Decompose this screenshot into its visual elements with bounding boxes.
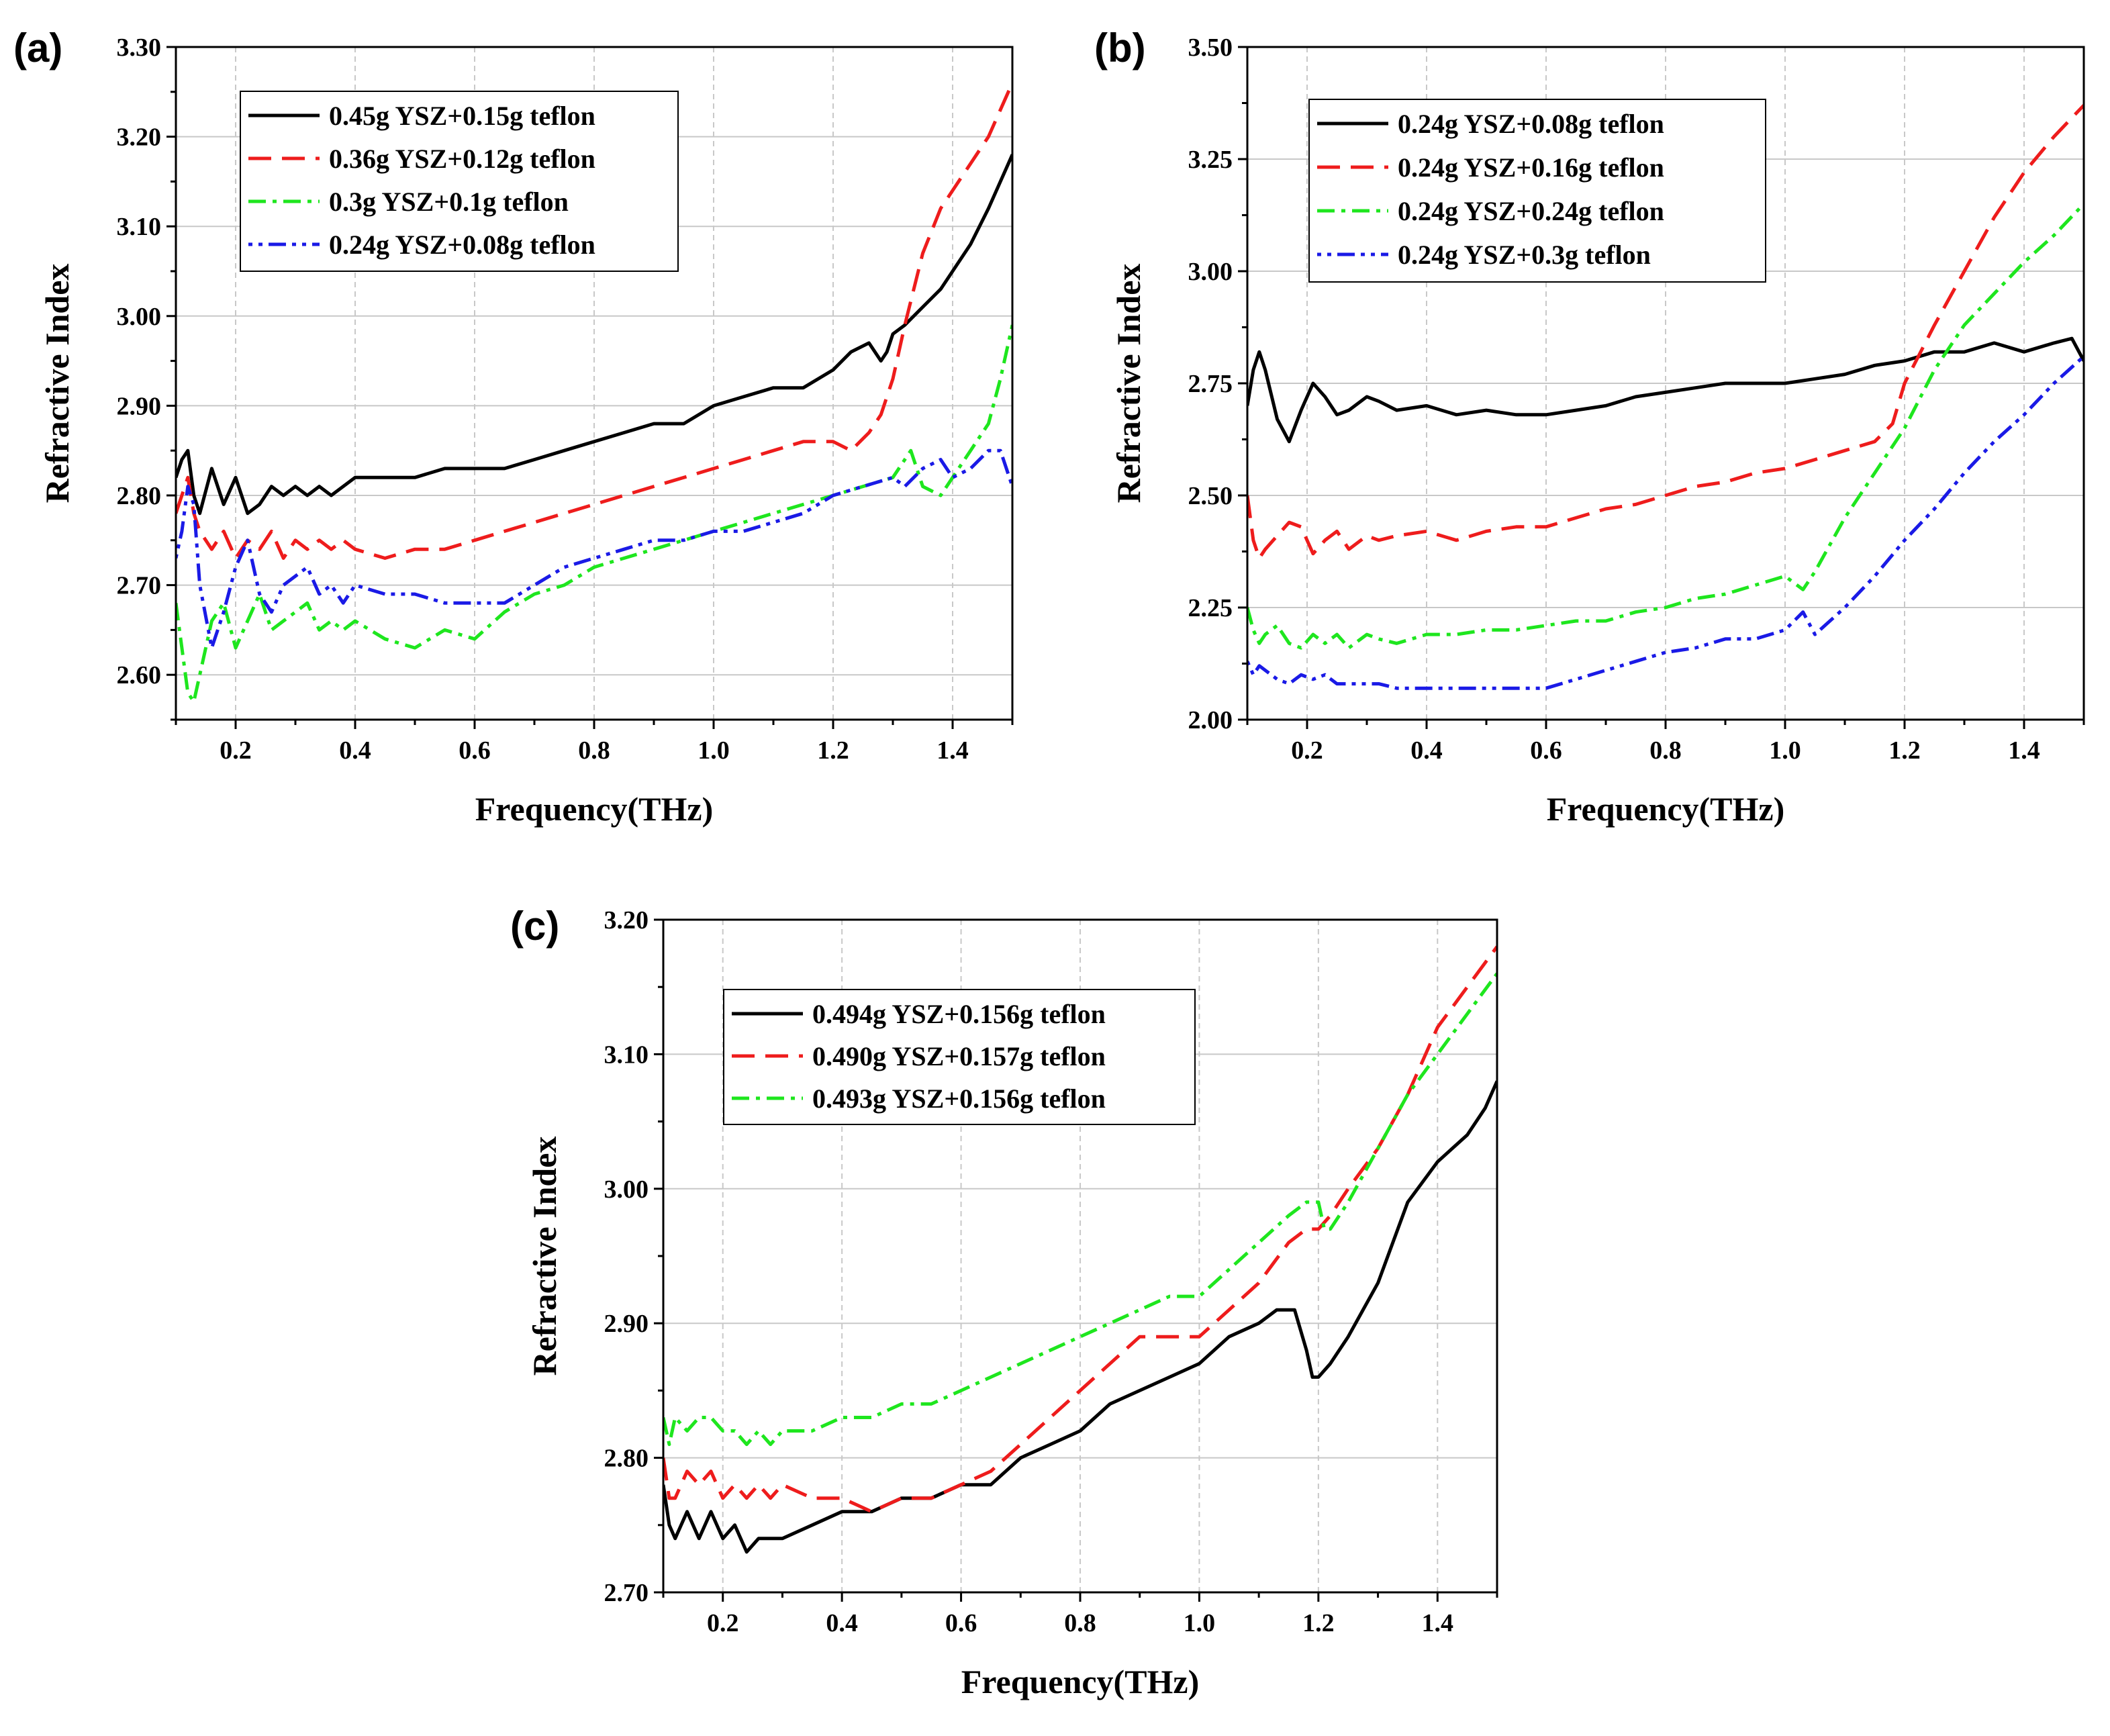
x-tick-label: 0.2 <box>220 736 252 765</box>
legend-label: 0.45g YSZ+0.15g teflon <box>329 101 595 131</box>
panel-label: (c) <box>510 904 559 949</box>
x-tick-label: 0.2 <box>707 1609 739 1637</box>
y-tick-label: 3.00 <box>117 303 162 331</box>
series-line-4 <box>176 448 1012 650</box>
x-tick-label: 0.6 <box>945 1609 977 1637</box>
x-tick-label: 0.4 <box>339 736 371 765</box>
series-line-3 <box>176 324 1012 704</box>
y-tick-label: 2.70 <box>117 572 162 600</box>
legend-label: 0.24g YSZ+0.16g teflon <box>1398 152 1664 183</box>
legend-label: 0.494g YSZ+0.156g teflon <box>812 999 1106 1029</box>
x-tick-label: 1.2 <box>1302 1609 1335 1637</box>
panel-label: (a) <box>13 26 62 70</box>
series-line-4 <box>1247 355 2084 690</box>
legend-label: 0.24g YSZ+0.08g teflon <box>329 230 595 260</box>
x-tick-label: 0.4 <box>826 1609 858 1637</box>
y-tick-label: 2.90 <box>117 392 162 420</box>
y-tick-label: 2.80 <box>604 1445 649 1473</box>
x-tick-label: 0.8 <box>578 736 610 765</box>
legend-box <box>1308 99 1766 283</box>
series-line-2 <box>1247 104 2084 560</box>
x-axis-title: Frequency(THz) <box>1547 790 1785 828</box>
series-line-1 <box>1247 336 2084 444</box>
x-tick-label: 0.6 <box>459 736 491 765</box>
legend: 0.45g YSZ+0.15g teflon 0.36g YSZ+0.12g te… <box>240 91 679 272</box>
legend-label: 0.493g YSZ+0.156g teflon <box>812 1083 1106 1114</box>
series-line-3 <box>663 972 1497 1447</box>
y-tick-label: 3.25 <box>1188 146 1233 174</box>
x-tick-label: 1.4 <box>1422 1609 1454 1637</box>
legend-label: 0.24g YSZ+0.08g teflon <box>1398 109 1664 139</box>
y-tick-label: 2.70 <box>604 1579 649 1607</box>
y-tick-label: 3.00 <box>604 1175 649 1204</box>
x-tick-label: 1.0 <box>1769 736 1801 765</box>
legend-label: 0.24g YSZ+0.24g teflon <box>1398 196 1664 226</box>
x-tick-label: 0.8 <box>1649 736 1682 765</box>
legend-label: 0.3g YSZ+0.1g teflon <box>329 187 569 217</box>
series-line-2 <box>663 945 1497 1514</box>
y-tick-label: 3.00 <box>1188 258 1233 286</box>
x-axis-title: Frequency(THz) <box>961 1663 1200 1700</box>
legend-box <box>240 91 679 272</box>
legend-label: 0.490g YSZ+0.157g teflon <box>812 1041 1106 1071</box>
panel-a: 0.2 0.4 0.6 0.8 1.0 1.2 1.4 2.60 2.70 2.80 2.90 3.0… <box>13 26 1014 828</box>
y-tick-label: 2.75 <box>1188 370 1233 398</box>
x-tick-label: 1.0 <box>698 736 730 765</box>
x-tick-label: 1.2 <box>1888 736 1921 765</box>
x-tick-label: 1.0 <box>1184 1609 1216 1637</box>
y-tick-label: 2.00 <box>1188 706 1233 734</box>
panel-b: 0.2 0.4 0.6 0.8 1.0 1.2 1.4 2.00 2.25 2.50 2.75 3.0… <box>1094 26 2085 828</box>
legend-label: 0.24g YSZ+0.3g teflon <box>1398 240 1651 270</box>
panel-c: 0.2 0.4 0.6 0.8 1.0 1.2 1.4 2.70 2.80 2.90 3.00 3.1… <box>510 904 1498 1700</box>
legend: 0.494g YSZ+0.156g teflon 0.490g YSZ+0.157… <box>723 989 1196 1125</box>
x-tick-label: 0.2 <box>1291 736 1323 765</box>
y-tick-label: 2.80 <box>117 482 162 510</box>
x-tick-label: 1.4 <box>937 736 969 765</box>
series-line-2 <box>176 82 1012 560</box>
x-tick-label: 1.2 <box>817 736 849 765</box>
series-line-1 <box>176 154 1012 516</box>
y-axis-title: Refractive Index <box>38 264 76 503</box>
y-tick-label: 2.25 <box>1188 594 1233 622</box>
panel-label: (b) <box>1094 26 1146 70</box>
x-tick-label: 0.4 <box>1410 736 1443 765</box>
x-tick-label: 0.8 <box>1064 1609 1096 1637</box>
x-axis-title: Frequency(THz) <box>475 790 714 828</box>
y-tick-label: 3.50 <box>1188 34 1233 62</box>
y-tick-label: 3.20 <box>604 906 649 934</box>
x-tick-label: 1.4 <box>2008 736 2040 765</box>
series-line-1 <box>663 1080 1497 1554</box>
legend: 0.24g YSZ+0.08g teflon 0.24g YSZ+0.16g te… <box>1308 99 1766 283</box>
y-tick-label: 3.30 <box>117 34 162 62</box>
y-tick-label: 3.20 <box>117 124 162 152</box>
y-tick-label: 2.50 <box>1188 482 1233 510</box>
y-tick-label: 3.10 <box>604 1041 649 1069</box>
y-tick-label: 2.60 <box>117 661 162 689</box>
y-tick-label: 2.90 <box>604 1310 649 1338</box>
y-axis-title: Refractive Index <box>526 1137 563 1376</box>
y-tick-label: 3.10 <box>117 213 162 241</box>
legend-label: 0.36g YSZ+0.12g teflon <box>329 144 595 174</box>
x-tick-label: 0.6 <box>1530 736 1562 765</box>
series-line-3 <box>1247 203 2084 650</box>
y-axis-title: Refractive Index <box>1110 264 1147 503</box>
